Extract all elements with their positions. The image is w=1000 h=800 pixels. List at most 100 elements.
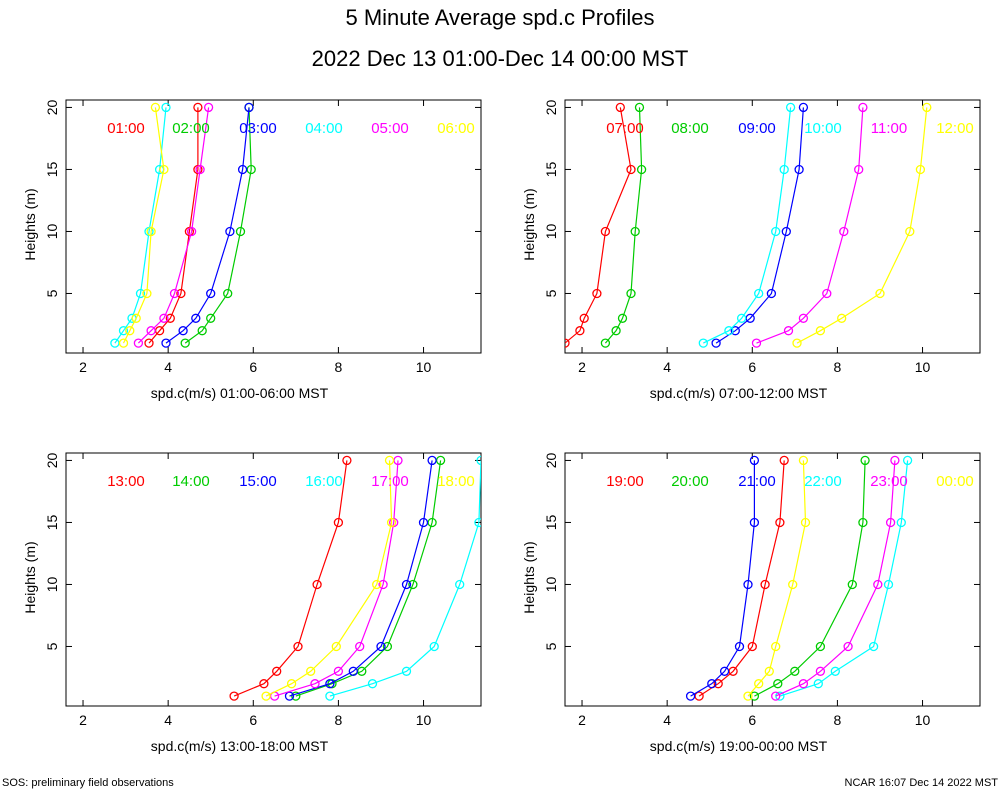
data-point [165, 313, 175, 323]
data-point [401, 579, 412, 590]
x-axis-label: spd.c(m/s) 19:00-00:00 MST [650, 738, 828, 754]
legend-entry: 04:00 [305, 120, 343, 137]
data-point [146, 326, 156, 336]
plot-frame [564, 99, 981, 354]
chart-panel-4: 2 4 6 8 10 5 10 15 20 spd.c(m/s) 19:00-00:00 MST H… [521, 452, 981, 754]
data-point [743, 579, 753, 590]
y-tick-label: 10 [543, 223, 559, 239]
data-point [191, 313, 201, 323]
plot-frame [65, 452, 482, 707]
data-point [839, 226, 849, 237]
data-point [427, 455, 437, 466]
x-tick-label: 10 [915, 359, 931, 375]
data-point [794, 164, 804, 175]
data-point [798, 102, 809, 113]
legend-entry: 03:00 [239, 120, 277, 137]
series-line-0600 [122, 107, 165, 344]
legend-entry: 11:00 [871, 120, 907, 137]
y-tick-label: 15 [543, 514, 559, 530]
page-subtitle: 2022 Dec 13 01:00-Dec 14 00:00 MST [311, 46, 689, 71]
data-point [150, 102, 161, 113]
series-group [229, 455, 481, 701]
data-point [178, 326, 188, 336]
data-point [734, 641, 745, 652]
data-point [617, 313, 628, 323]
x-tick-label: 8 [335, 712, 343, 728]
data-point [244, 102, 254, 113]
legend-entry: 17:00 [371, 473, 409, 490]
data-point [384, 455, 395, 466]
data-point [372, 579, 382, 590]
data-point [922, 102, 932, 113]
data-point [131, 313, 141, 323]
data-point [711, 338, 721, 348]
data-point [626, 164, 636, 175]
data-point [779, 164, 789, 175]
data-point [401, 666, 412, 676]
data-point [237, 164, 248, 175]
data-point [854, 164, 864, 175]
y-tick-label: 20 [44, 99, 60, 115]
series-line-0500 [137, 107, 210, 344]
x-tick-label: 8 [834, 359, 842, 375]
data-point [161, 102, 171, 113]
data-point [858, 102, 868, 113]
data-point [800, 517, 811, 528]
x-tick-label: 8 [335, 359, 343, 375]
data-point [180, 338, 190, 348]
data-point [783, 326, 794, 336]
data-point [223, 288, 233, 299]
x-tick-label: 4 [164, 712, 172, 728]
series-line-1600 [329, 460, 481, 697]
data-point [754, 288, 764, 299]
y-tick-label: 15 [44, 514, 60, 530]
legend-entry: 05:00 [371, 120, 409, 137]
x-tick-label: 6 [249, 712, 257, 728]
data-point [771, 691, 781, 701]
data-point [600, 338, 611, 348]
y-tick-label: 20 [543, 452, 559, 468]
data-point [837, 313, 847, 323]
data-point [905, 226, 915, 237]
data-point [760, 579, 770, 590]
data-point [312, 579, 322, 590]
x-tick-label: 2 [578, 712, 586, 728]
data-point [133, 338, 144, 348]
legend-entry: 08:00 [671, 120, 709, 137]
data-point [135, 288, 146, 299]
legend-entry: 10:00 [804, 120, 842, 137]
y-tick-label: 5 [543, 642, 559, 650]
data-point [225, 226, 235, 237]
y-tick-label: 5 [44, 289, 60, 297]
data-point [118, 338, 129, 348]
series-line-1300 [233, 460, 348, 697]
y-tick-label: 15 [543, 161, 559, 177]
data-point [798, 455, 809, 466]
series-line-0100 [148, 107, 199, 344]
footer-right-note: NCAR 16:07 Dec 14 2022 MST [844, 777, 998, 789]
data-point [685, 691, 696, 701]
data-point [565, 338, 570, 348]
x-tick-label: 6 [748, 359, 756, 375]
y-axis-label: Heights (m) [22, 541, 38, 613]
data-point [325, 679, 335, 689]
x-tick-label: 10 [416, 712, 432, 728]
x-tick-label: 6 [748, 712, 756, 728]
series-line-1800 [265, 460, 393, 697]
legend-entry: 01:00 [107, 120, 145, 137]
y-tick-label: 5 [543, 289, 559, 297]
series-line-0800 [604, 107, 643, 344]
data-point [206, 288, 216, 299]
data-point [146, 226, 156, 237]
data-point [798, 313, 809, 323]
data-point [754, 679, 764, 689]
data-point [634, 102, 645, 113]
legend-entry: 12:00 [936, 120, 974, 137]
data-point [858, 517, 868, 528]
data-point [773, 679, 783, 689]
data-point [144, 338, 154, 348]
data-point [367, 679, 378, 689]
series-line-2000 [754, 460, 866, 697]
chart-panel-3: 2 4 6 8 10 5 10 15 20 spd.c(m/s) 13:00-18:00 MST H… [22, 452, 482, 754]
legend-entry: 06:00 [437, 120, 475, 137]
